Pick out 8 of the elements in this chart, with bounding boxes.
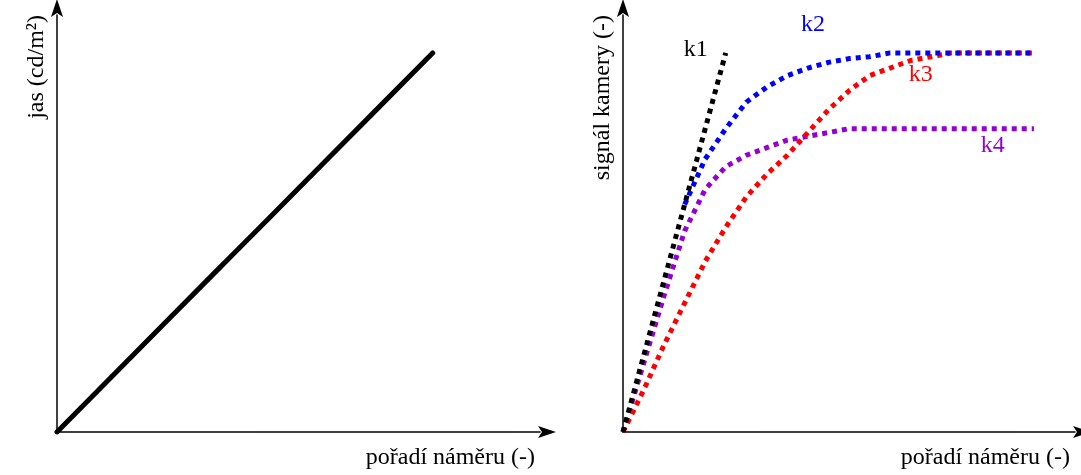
- x-axis-title: pořadí náměru (-): [900, 443, 1070, 469]
- series-label: k4: [980, 130, 1005, 157]
- y-axis-title: jas (cd/m²): [22, 15, 48, 120]
- series-label: k3: [908, 60, 933, 87]
- y-axis-title: signál kamery (-): [588, 15, 614, 181]
- x-axis-title: pořadí náměru (-): [365, 443, 535, 469]
- series-label: k1: [683, 34, 708, 61]
- series-label: k2: [800, 10, 825, 37]
